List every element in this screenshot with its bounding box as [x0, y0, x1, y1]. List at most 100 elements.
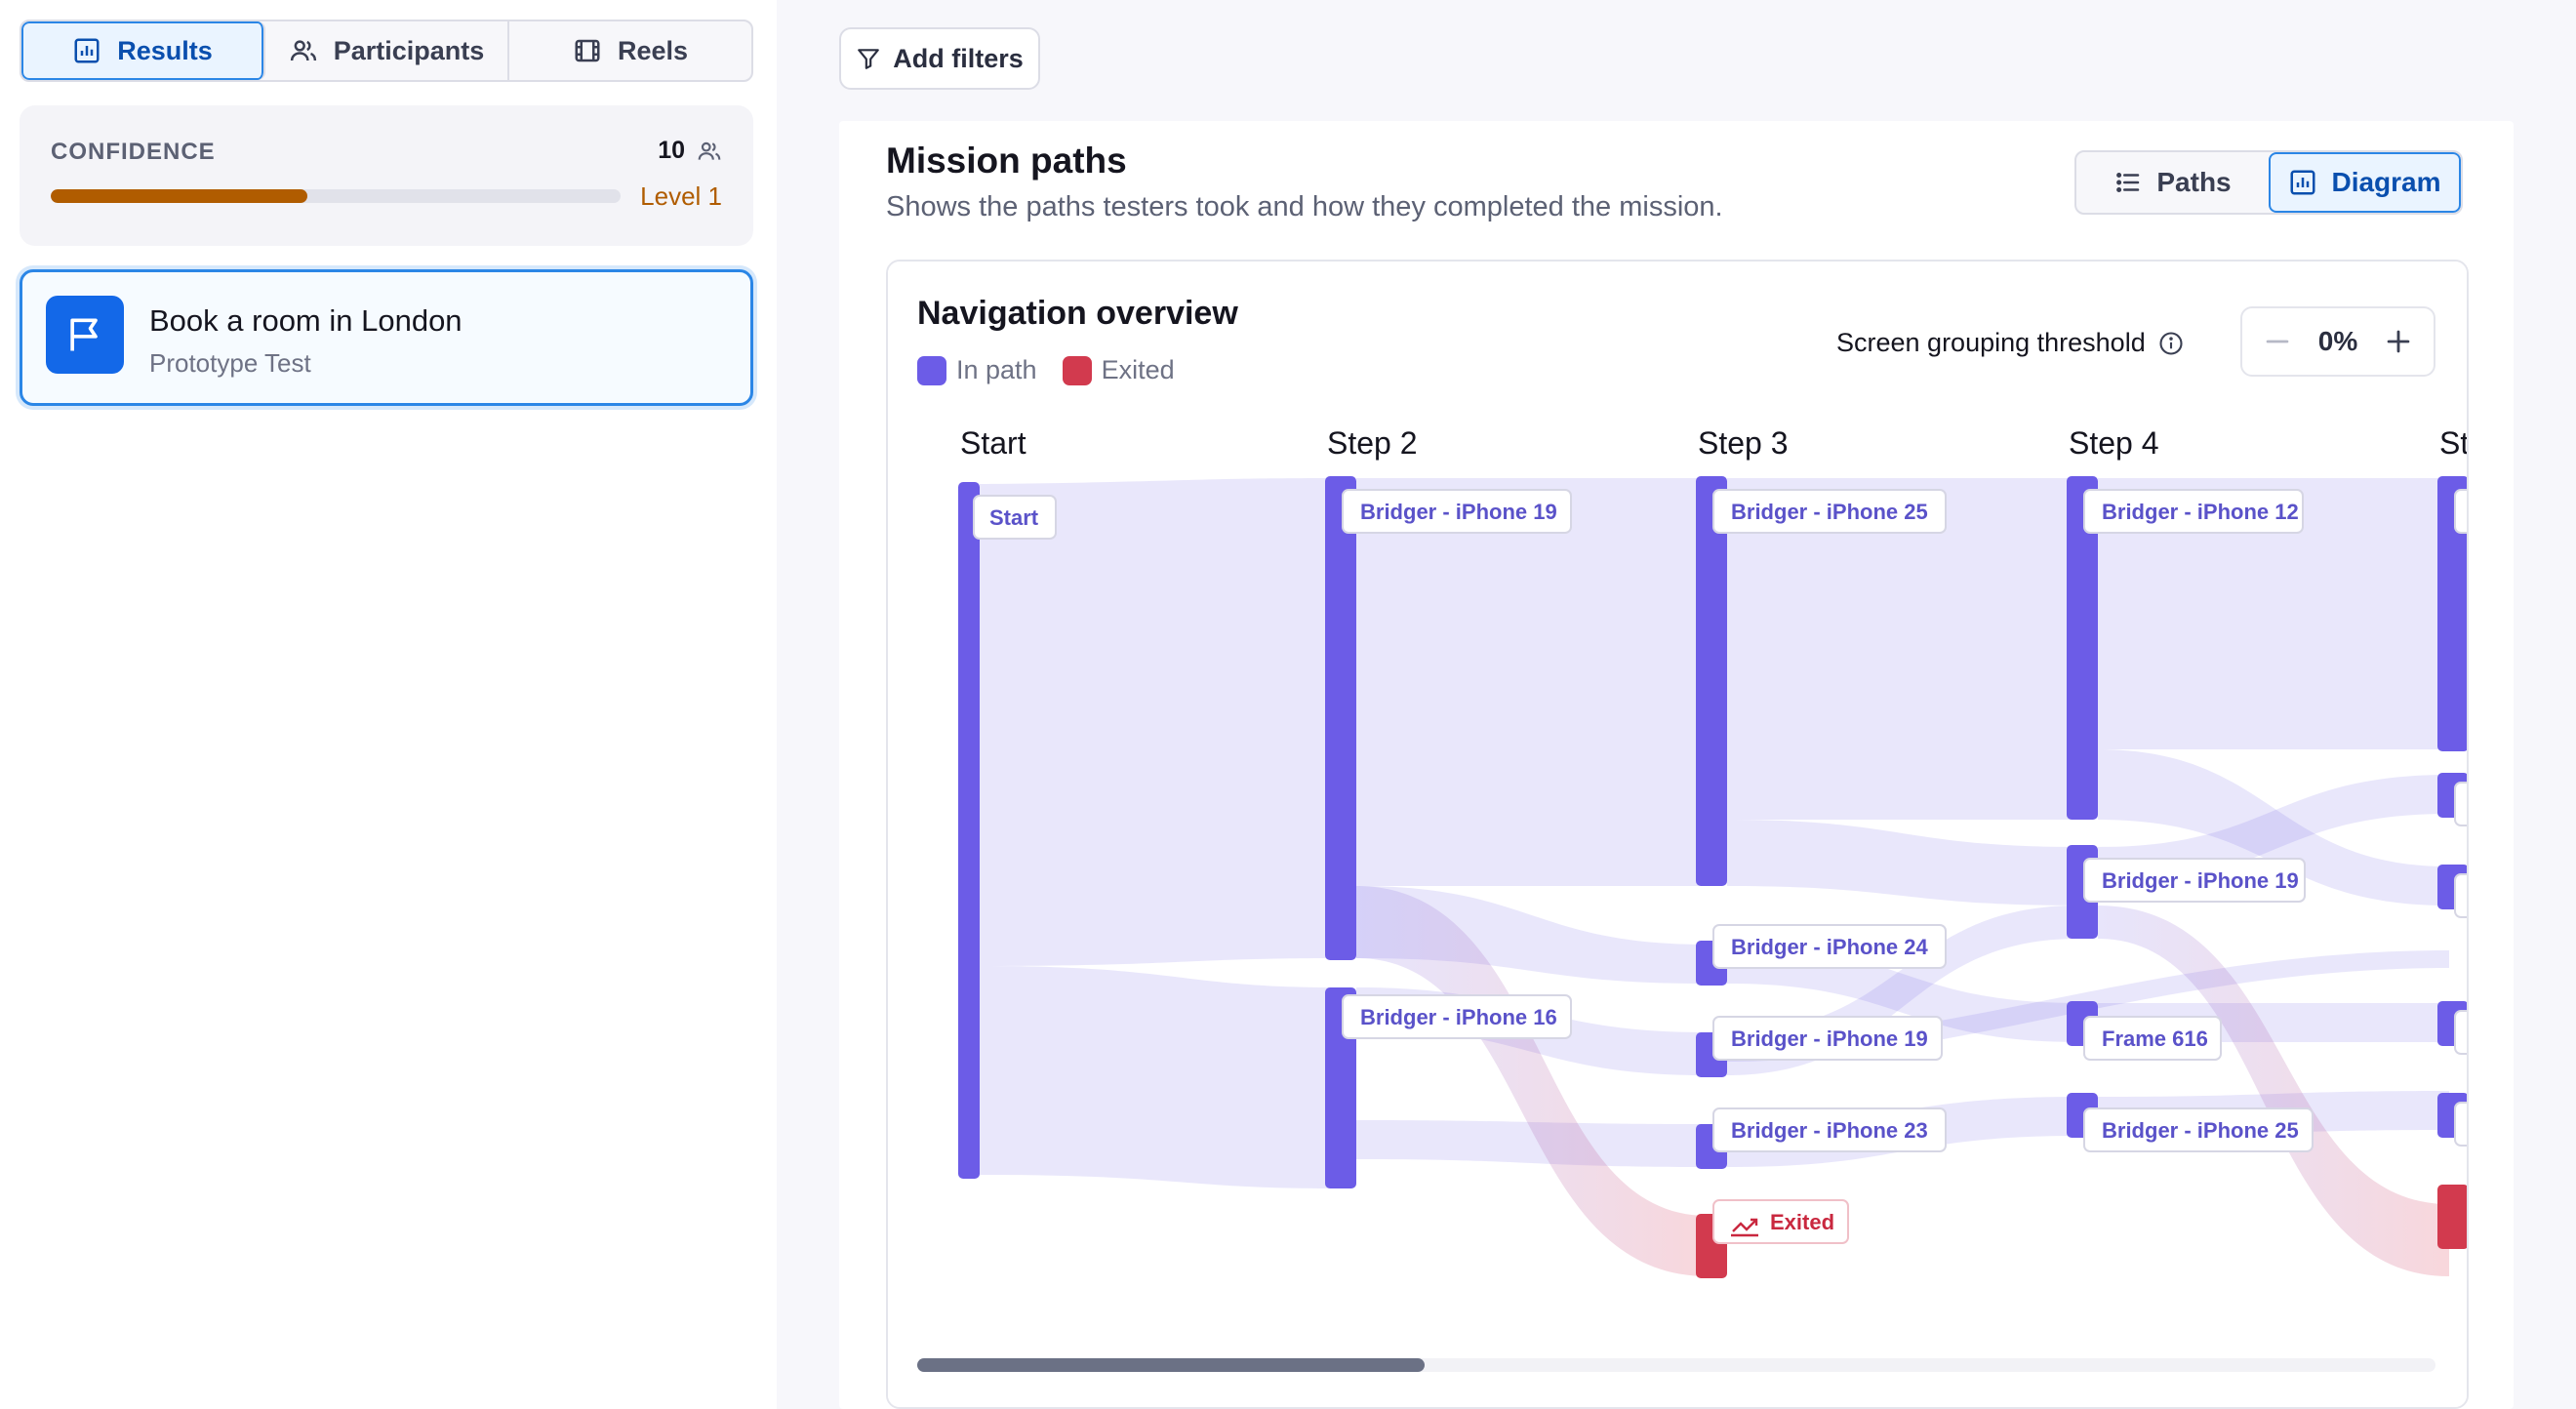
step-label-start: Start — [960, 425, 1026, 461]
label-s2a: Bridger - iPhone 19 — [1342, 489, 1572, 534]
label-s3c-text: Bridger - iPhone 19 — [1731, 1027, 1928, 1051]
step-label-2: Step 2 — [1327, 425, 1418, 461]
horizontal-scrollbar-thumb[interactable] — [917, 1358, 1425, 1372]
threshold-stepper: 0% — [2240, 306, 2435, 377]
confidence-progress-fill — [51, 189, 307, 203]
label-s4b-text: Bridger - iPhone 19 — [2102, 868, 2299, 893]
bar-chart-icon — [74, 38, 100, 63]
col-s4a — [2067, 476, 2098, 820]
label-start-text: Start — [989, 505, 1039, 530]
flow-f — [1356, 1120, 1708, 1167]
label-s4d-text: Bridger - iPhone 25 — [2102, 1118, 2299, 1143]
view-paths-button[interactable]: Paths — [2076, 152, 2269, 213]
navigation-overview-card: Start Step 2 Step 3 Step 4 St — [886, 260, 2469, 1409]
confidence-progress-bar — [51, 189, 621, 203]
tab-participants-label: Participants — [333, 35, 485, 65]
label-s4c: Frame 616 — [2083, 1016, 2222, 1061]
users-icon — [698, 141, 721, 160]
flow-g — [1727, 478, 2078, 820]
label-s2a-text: Bridger - iPhone 19 — [1360, 500, 1557, 524]
list-icon — [2116, 173, 2140, 192]
legend-exited: Exited — [1062, 355, 1175, 385]
label-s5a-peek — [2454, 489, 2467, 534]
navigation-overview-title: Navigation overview — [917, 295, 1238, 332]
legend-in-path-label: In path — [956, 355, 1037, 384]
exit-icon — [1731, 1218, 1758, 1237]
view-diagram-button[interactable]: Diagram — [2269, 152, 2461, 213]
col-s5a — [2437, 476, 2467, 751]
col-s2a — [1325, 476, 1356, 960]
flow-l — [2098, 478, 2449, 749]
sidebar: Results Participants Reels CONFIDENCE 10… — [0, 0, 777, 1409]
label-s5e-peek — [2454, 1102, 2467, 1147]
confidence-card: CONFIDENCE 10 Level 1 — [20, 105, 753, 246]
tab-reels-label: Reels — [617, 35, 689, 65]
label-s4b: Bridger - iPhone 19 — [2083, 858, 2306, 903]
label-s3c: Bridger - iPhone 19 — [1712, 1016, 1943, 1061]
view-toggle: Paths Diagram — [2074, 150, 2463, 215]
tab-results-label: Results — [117, 35, 213, 65]
view-paths-label: Paths — [2156, 167, 2232, 197]
confidence-level: Level 1 — [640, 181, 722, 211]
legend-exited-swatch — [1062, 355, 1092, 385]
threshold-label-text: Screen grouping threshold — [1836, 328, 2146, 357]
mission-title: Book a room in London — [149, 303, 463, 338]
step-label-4: Step 4 — [2069, 425, 2159, 461]
col-s5f — [2437, 1185, 2467, 1249]
flow-a — [980, 478, 1337, 966]
flow-exit-1 — [1356, 886, 1708, 1276]
results-tabs: Results Participants Reels — [20, 20, 753, 82]
view-diagram-label: Diagram — [2331, 167, 2441, 197]
label-s3d: Bridger - iPhone 23 — [1712, 1107, 1947, 1152]
label-start: Start — [973, 495, 1057, 540]
threshold-increase-button[interactable] — [2381, 324, 2416, 359]
legend-exited-label: Exited — [1101, 355, 1175, 384]
mission-card[interactable]: Book a room in London Prototype Test — [20, 269, 753, 406]
flow-exit-2 — [2098, 906, 2449, 1276]
label-s2b-text: Bridger - iPhone 16 — [1360, 1005, 1557, 1029]
label-s3e-text: Exited — [1770, 1210, 1834, 1234]
screen-grouping-threshold: Screen grouping threshold — [1836, 328, 2185, 358]
add-filters-button[interactable]: Add filters — [839, 27, 1040, 90]
label-s3e: Exited — [1712, 1199, 1849, 1244]
threshold-decrease-button[interactable] — [2260, 324, 2295, 359]
label-s5c-peek — [2454, 873, 2467, 918]
mission-paths-panel: Mission paths Shows the paths testers to… — [839, 121, 2514, 1409]
col-s3a — [1696, 476, 1727, 886]
sankey-main: Start Bridger - iPhone 19 Bridger - iPho… — [888, 262, 2467, 1407]
add-filters-label: Add filters — [893, 43, 1024, 73]
label-s3d-text: Bridger - iPhone 23 — [1731, 1118, 1928, 1143]
panel-subtitle: Shows the paths testers took and how the… — [886, 191, 1723, 222]
label-s4c-text: Frame 616 — [2102, 1027, 2208, 1051]
flow-m — [2098, 749, 2449, 906]
info-icon[interactable] — [2157, 330, 2185, 357]
legend-in-path: In path — [917, 355, 1037, 385]
participant-count-value: 10 — [658, 137, 685, 164]
label-s3a-text: Bridger - iPhone 25 — [1731, 500, 1928, 524]
mission-subtitle: Prototype Test — [149, 348, 311, 378]
plus-icon — [2387, 330, 2410, 353]
label-s4d: Bridger - iPhone 25 — [2083, 1107, 2314, 1152]
tab-participants[interactable]: Participants — [265, 21, 509, 80]
node-labels: Start Bridger - iPhone 19 Bridger - iPho… — [973, 489, 2467, 1244]
flow-b — [980, 966, 1337, 1188]
confidence-label: CONFIDENCE — [51, 139, 216, 165]
participant-count: 10 — [658, 137, 722, 165]
step-label-5: St — [2439, 425, 2469, 461]
legend-in-path-swatch — [917, 355, 946, 385]
tab-results[interactable]: Results — [21, 21, 265, 80]
label-s5b-peek — [2454, 782, 2467, 826]
horizontal-scrollbar[interactable] — [917, 1358, 2435, 1372]
panel-title: Mission paths — [886, 141, 1127, 181]
label-s4a: Bridger - iPhone 12 — [2083, 489, 2304, 534]
minus-icon — [2266, 340, 2289, 343]
users-icon — [290, 40, 316, 61]
flows-exited — [1356, 886, 2449, 1276]
film-icon — [575, 39, 600, 62]
label-s2b: Bridger - iPhone 16 — [1342, 994, 1572, 1039]
flow-h — [1727, 820, 2078, 906]
label-s3a: Bridger - iPhone 25 — [1712, 489, 1947, 534]
tab-reels[interactable]: Reels — [509, 21, 751, 80]
col-start — [958, 482, 980, 1179]
bar-chart-icon — [2290, 170, 2315, 195]
